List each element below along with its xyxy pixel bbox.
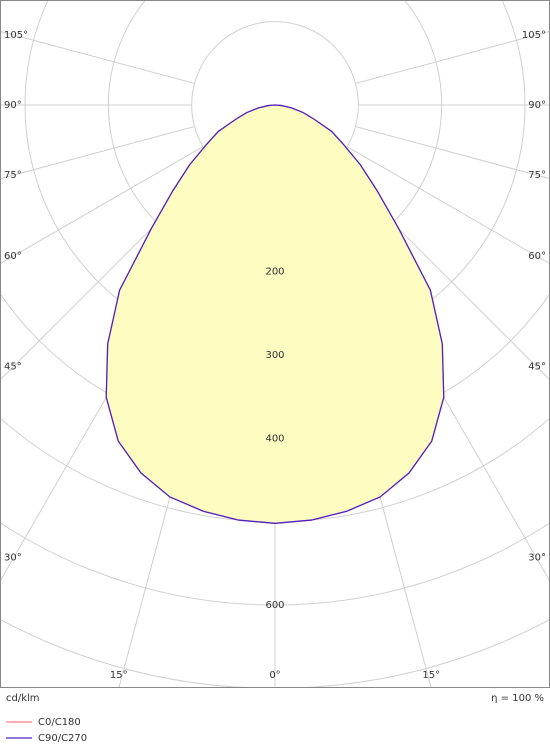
angle-label: 90° [528, 100, 546, 111]
labels: 0° 15° 15° 30° 30° 45° 45° 60° 60° 75° 75° 90° 90° 10… [4, 30, 546, 681]
radial-line [346, 146, 550, 265]
angle-label: 45° [4, 361, 22, 372]
radial-line [355, 126, 550, 180]
angle-label: 30° [528, 552, 546, 563]
angle-label: 60° [4, 251, 22, 262]
angle-label: 0° [269, 670, 280, 681]
radial-line [0, 126, 195, 180]
angle-label: 75° [4, 170, 22, 181]
legend-label: C90/C270 [38, 733, 87, 744]
angle-label: 60° [528, 251, 546, 262]
angle-label: 75° [528, 170, 546, 181]
unit-label: cd/klm [6, 693, 40, 704]
angle-label: 105° [522, 30, 546, 41]
radial-line [355, 30, 550, 84]
legend: C0/C180 C90/C270 [6, 717, 87, 744]
angle-label: 105° [4, 30, 28, 41]
radial-label: 400 [265, 433, 284, 444]
radial-line [0, 30, 195, 84]
radial-label: 300 [265, 350, 284, 361]
angle-label: 15° [422, 670, 440, 681]
radial-line [0, 146, 204, 265]
plot [105, 104, 445, 524]
radial-label: 600 [265, 600, 284, 611]
angle-label: 15° [110, 670, 128, 681]
intensity-curve [105, 104, 445, 524]
legend-label: C0/C180 [38, 717, 81, 728]
angle-label: 45° [528, 361, 546, 372]
angle-label: 90° [4, 100, 22, 111]
angle-label: 30° [4, 552, 22, 563]
radial-label: 200 [265, 267, 284, 278]
efficiency-label: η = 100 % [491, 693, 544, 704]
